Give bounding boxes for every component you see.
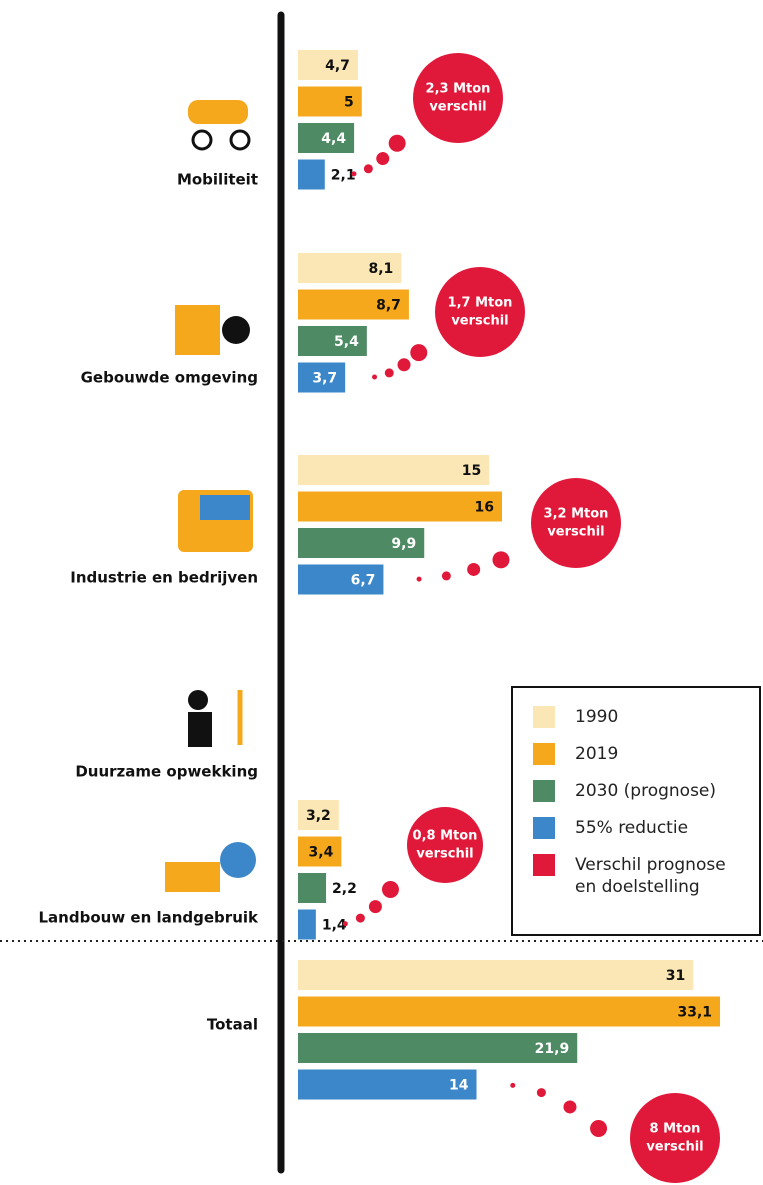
legend-item: Verschil prognose en doelstelling: [533, 854, 749, 898]
value-label: 15: [462, 463, 481, 479]
difference-label: 1,7 Mton: [448, 296, 513, 311]
legend-swatch: [533, 780, 555, 802]
trail-dot: [417, 577, 422, 582]
value-label: 5,4: [334, 334, 359, 350]
legend-swatch: [533, 706, 555, 728]
trail-dot: [467, 563, 480, 576]
trail-dot: [510, 1083, 515, 1088]
trail-dot: [343, 921, 348, 926]
value-label: 9,9: [391, 536, 416, 552]
category-label: Landbouw en landgebruik: [39, 909, 260, 927]
legend-text: 2030 (prognose): [575, 780, 745, 802]
legend-item: 2019: [533, 743, 749, 765]
value-label: 2,1: [331, 168, 356, 184]
value-label: 8,1: [368, 261, 393, 277]
page: Mobiliteit 4,7 5 4,4 2,1 2,3 Mton verschil Gebo…: [0, 0, 763, 1185]
category-label: Gebouwde omgeving: [81, 369, 258, 387]
trail-dot: [376, 152, 389, 165]
trail-dot: [442, 571, 451, 580]
bar: [298, 160, 325, 190]
bar: [298, 997, 720, 1027]
trail-dot: [356, 914, 365, 923]
value-label: 2,2: [332, 881, 357, 897]
legend-swatch: [533, 854, 555, 876]
bar: [298, 492, 502, 522]
category-label: Totaal: [207, 1016, 258, 1034]
value-label: 21,9: [535, 1041, 570, 1057]
value-label: 3,7: [312, 371, 337, 387]
trail-dot: [492, 551, 509, 568]
trail-dot: [590, 1120, 607, 1137]
value-label: 31: [666, 968, 685, 984]
value-label: 4,4: [321, 131, 346, 147]
difference-label: 3,2 Mton: [544, 507, 609, 522]
value-label: 3,2: [306, 808, 331, 824]
difference-word: verschil: [429, 100, 486, 115]
difference-word: verschil: [547, 525, 604, 540]
legend-item: 1990: [533, 706, 749, 728]
difference-bubble: [435, 267, 525, 357]
legend: 1990 2019 2030 (prognose) 55% reductie Versc…: [511, 686, 761, 936]
difference-bubble: [531, 478, 621, 568]
trail-dot: [382, 881, 399, 898]
difference-bubble: [630, 1093, 720, 1183]
legend-text: Verschil prognose en doelstelling: [575, 854, 745, 898]
value-label: 14: [449, 1078, 469, 1094]
bar: [298, 455, 489, 485]
trail-dot: [372, 374, 377, 379]
legend-item: 55% reductie: [533, 817, 749, 839]
legend-swatch: [533, 817, 555, 839]
value-label: 8,7: [376, 298, 401, 314]
legend-text: 2019: [575, 743, 745, 765]
difference-word: verschil: [416, 847, 473, 862]
difference-bubble: [407, 807, 483, 883]
value-label: 5: [344, 95, 354, 111]
value-label: 33,1: [677, 1005, 712, 1021]
difference-word: verschil: [451, 314, 508, 329]
trail-dot: [537, 1088, 546, 1097]
value-label: 6,7: [351, 573, 376, 589]
category-label: Duurzame opwekking: [75, 763, 258, 781]
trail-dot: [369, 900, 382, 913]
difference-label: 8 Mton: [650, 1122, 701, 1137]
legend-text: 55% reductie: [575, 817, 745, 839]
bar: [298, 910, 316, 940]
trail-dot: [563, 1100, 576, 1113]
difference-bubble: [413, 53, 503, 143]
trail-dot: [385, 368, 394, 377]
trail-dot: [398, 358, 411, 371]
difference-label: 2,3 Mton: [426, 82, 491, 97]
value-label: 4,7: [325, 58, 350, 74]
legend-swatch: [533, 743, 555, 765]
category-label: Mobiliteit: [177, 171, 258, 189]
trail-dot: [410, 344, 427, 361]
trail-dot: [364, 164, 373, 173]
value-label: 3,4: [309, 845, 334, 861]
bar: [298, 960, 693, 990]
trail-dot: [351, 171, 356, 176]
chart: Mobiliteit 4,7 5 4,4 2,1 2,3 Mton verschil Gebo…: [0, 0, 763, 1185]
value-label: 1,4: [322, 918, 347, 934]
trail-dot: [389, 135, 406, 152]
value-label: 16: [475, 500, 494, 516]
category-label: Industrie en bedrijven: [70, 569, 258, 587]
legend-item: 2030 (prognose): [533, 780, 749, 802]
bar: [298, 873, 326, 903]
difference-word: verschil: [646, 1140, 703, 1155]
legend-text: 1990: [575, 706, 745, 728]
difference-label: 0,8 Mton: [413, 829, 478, 844]
